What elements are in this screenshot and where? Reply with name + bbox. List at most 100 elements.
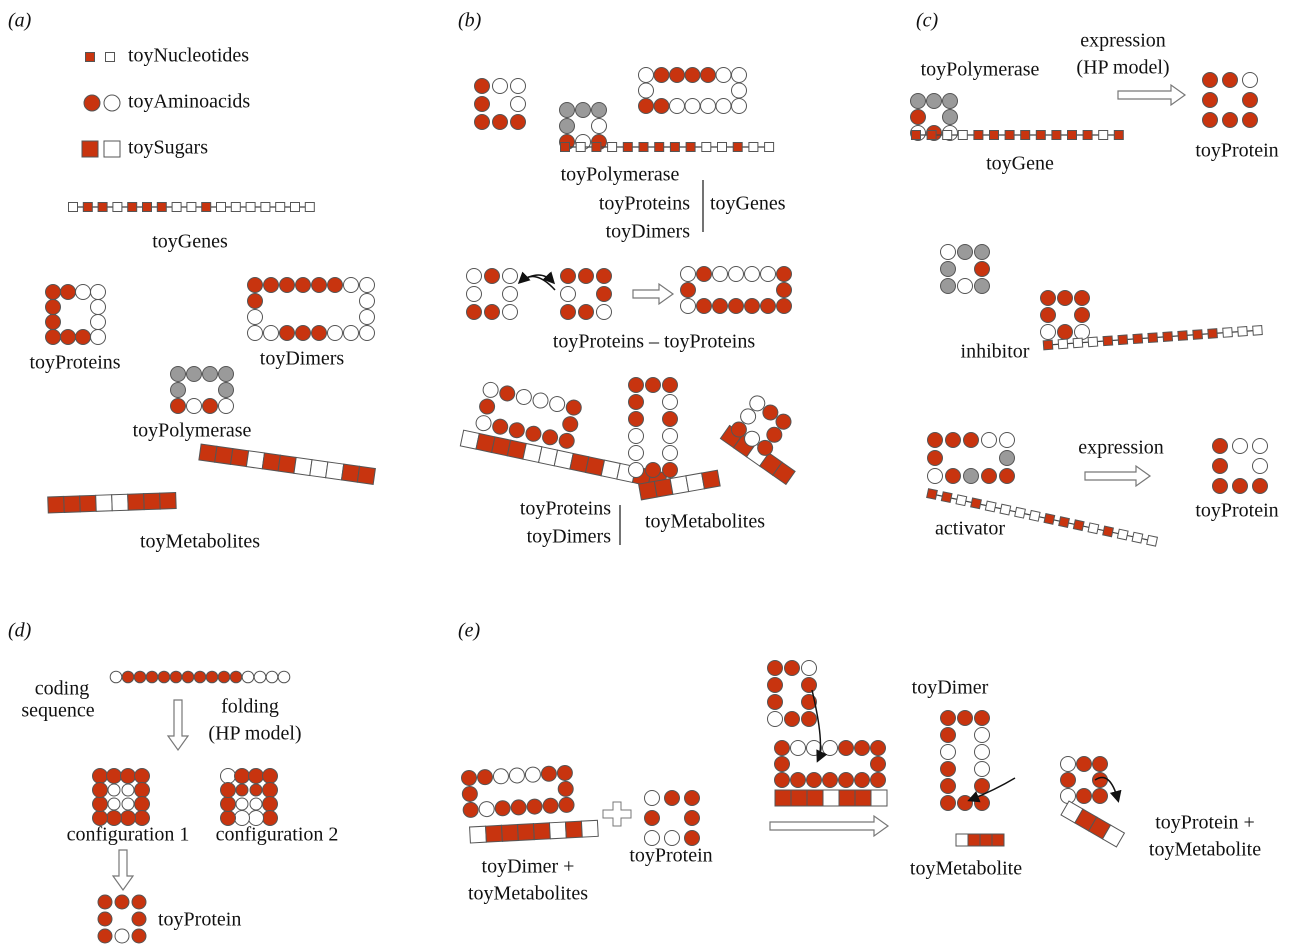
bead (532, 392, 549, 409)
block (277, 454, 297, 474)
bead (664, 790, 680, 806)
block (854, 789, 872, 807)
block (1014, 506, 1026, 519)
bead (97, 894, 113, 910)
bead (60, 329, 76, 345)
bead (653, 67, 670, 83)
bead (628, 411, 644, 427)
bead (1057, 290, 1073, 306)
arrow (111, 849, 135, 892)
bead (1074, 324, 1090, 340)
block (186, 202, 197, 212)
bead (1252, 458, 1268, 474)
block (701, 142, 712, 152)
bead (1040, 324, 1056, 340)
bead (492, 768, 509, 785)
bead (712, 298, 728, 314)
block (1042, 339, 1054, 351)
bead (775, 413, 792, 430)
label: toyAminoacids (128, 91, 250, 113)
block (984, 500, 997, 513)
block (979, 833, 993, 847)
bead (999, 468, 1015, 484)
label: toyDimers (606, 221, 691, 243)
bead (262, 796, 278, 812)
block (47, 495, 65, 514)
block (911, 130, 921, 140)
curved-arrow (517, 271, 556, 291)
bead (767, 694, 783, 710)
block (1004, 130, 1015, 140)
bead (90, 299, 106, 315)
block (112, 202, 123, 212)
bead (121, 670, 135, 684)
label: toyMetabolite (1149, 839, 1261, 861)
bead (262, 782, 278, 798)
bead (560, 268, 576, 284)
group (459, 381, 668, 490)
bead (776, 298, 792, 314)
bead (957, 244, 973, 260)
label: toyProtein (158, 909, 241, 931)
block (1072, 519, 1085, 532)
bead (556, 764, 573, 781)
bead (731, 98, 747, 114)
bead (940, 778, 956, 794)
block (732, 142, 743, 152)
block (967, 833, 981, 847)
bead (684, 790, 700, 806)
bead (484, 268, 500, 284)
bead (121, 797, 135, 811)
bead (644, 810, 660, 826)
bead (1092, 772, 1108, 788)
bead (170, 382, 186, 398)
bead (60, 284, 76, 300)
arrow (1084, 464, 1152, 488)
bead (767, 677, 783, 693)
bead (662, 428, 678, 444)
bead (220, 768, 236, 784)
bead (940, 278, 956, 294)
bead (510, 799, 527, 816)
bead (478, 801, 495, 818)
bead (106, 768, 122, 784)
panel-label: (e) (458, 620, 481, 642)
bead (628, 445, 644, 461)
block (97, 202, 108, 212)
bead (680, 282, 696, 298)
bead (731, 82, 747, 99)
bead (559, 102, 575, 118)
bead (1242, 112, 1258, 128)
block (926, 488, 938, 500)
block (85, 52, 95, 62)
bead (560, 304, 576, 320)
block (1207, 328, 1218, 339)
block (991, 833, 1005, 847)
bead (684, 67, 701, 83)
block (95, 494, 113, 512)
bead (181, 670, 195, 684)
bead (466, 268, 482, 284)
bead (131, 911, 147, 927)
label: toyNucleotides (128, 45, 249, 67)
bead (680, 298, 696, 314)
bead (628, 428, 644, 444)
bead (263, 277, 279, 293)
block (1072, 337, 1084, 349)
block (806, 789, 824, 807)
bead (515, 388, 532, 405)
bead (1076, 756, 1092, 772)
block (940, 491, 953, 504)
bead (870, 740, 886, 756)
bead (510, 96, 526, 112)
curved-arrow (967, 777, 1016, 803)
bead (715, 67, 732, 83)
arrow (632, 282, 675, 306)
bead (235, 797, 249, 811)
bead (131, 928, 147, 944)
bead (247, 309, 263, 325)
label: coding (35, 678, 89, 700)
bead (186, 398, 202, 414)
bead (109, 670, 123, 684)
bead (715, 98, 732, 114)
